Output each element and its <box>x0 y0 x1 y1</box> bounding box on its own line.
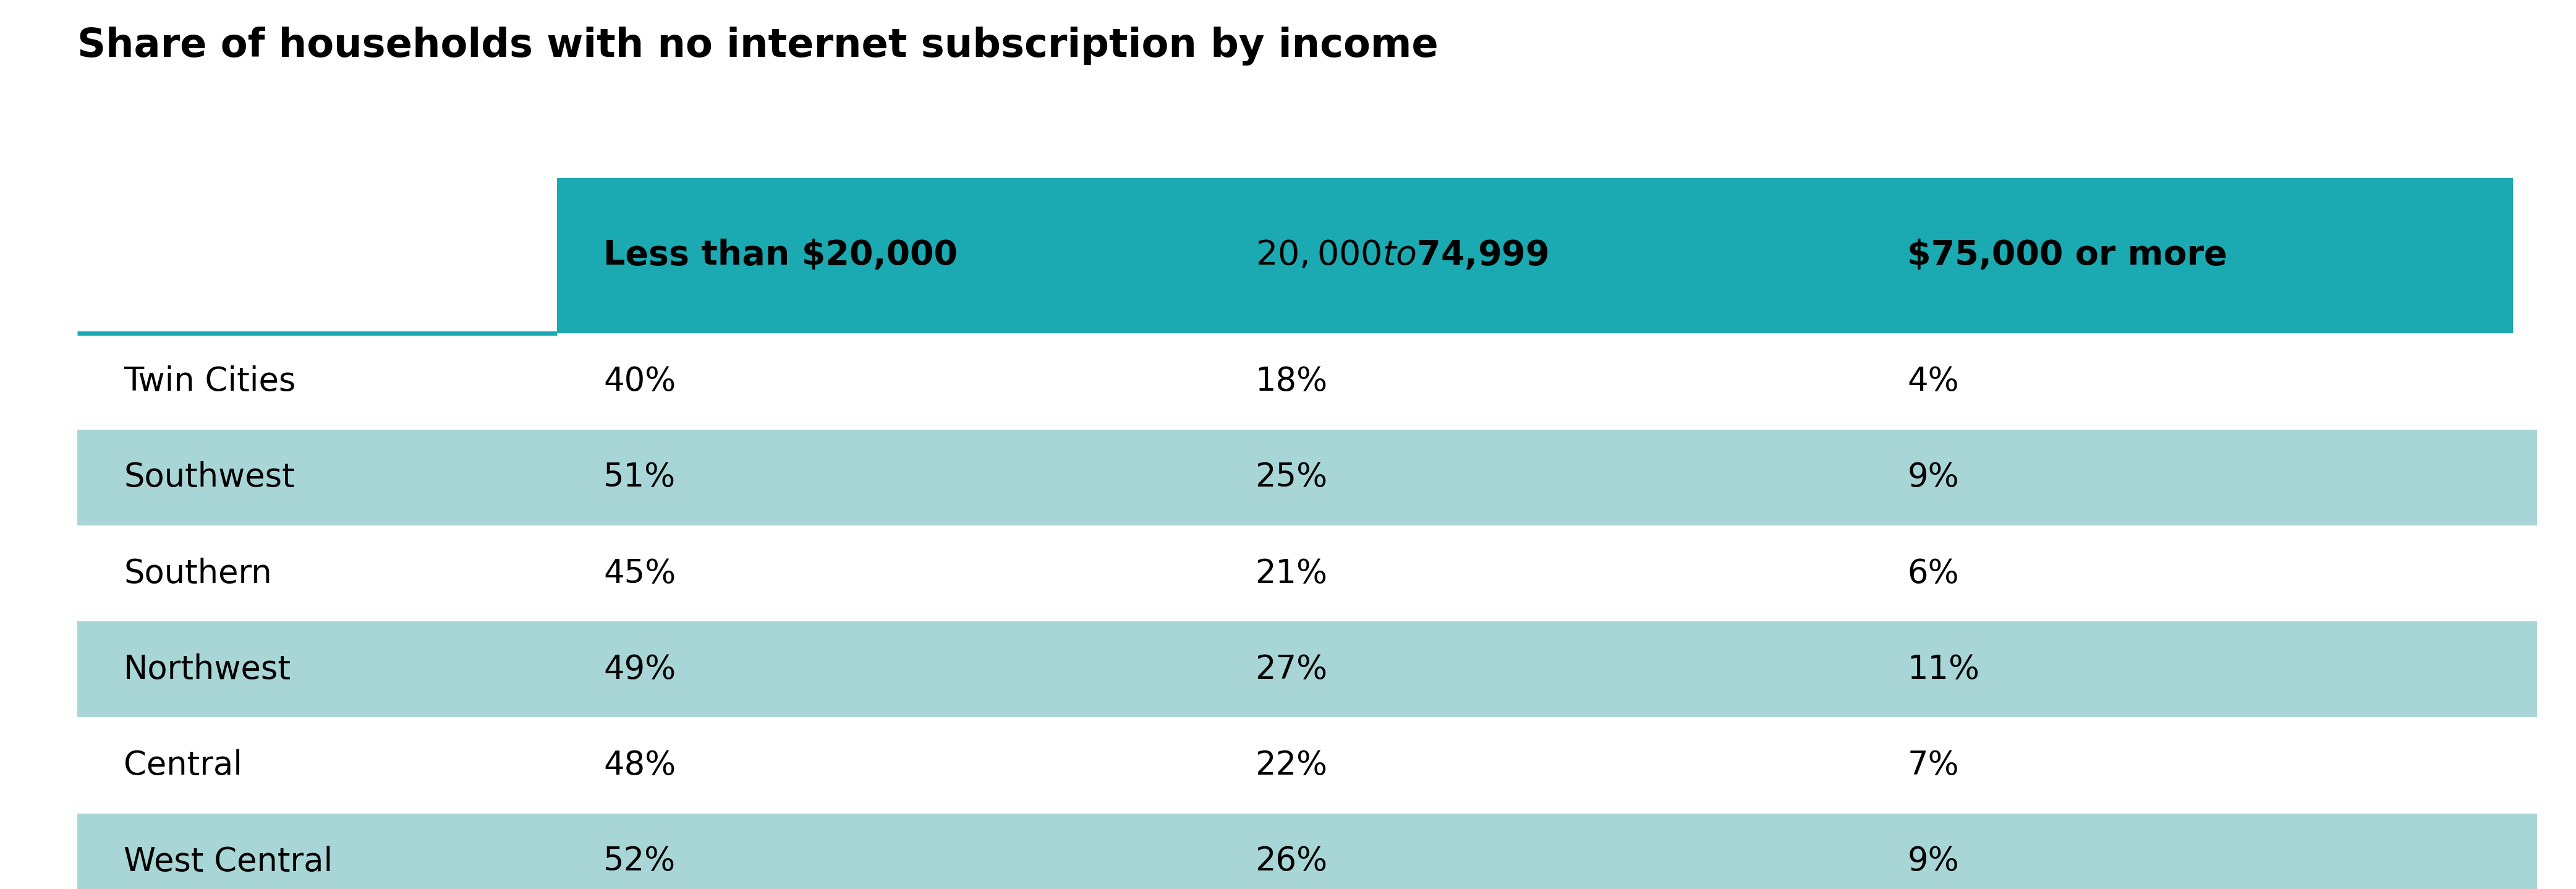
Bar <box>77 429 2537 525</box>
Text: 27%: 27% <box>1255 653 1327 685</box>
Text: 4%: 4% <box>1906 365 1958 397</box>
Bar <box>77 621 2537 717</box>
Text: 7%: 7% <box>1906 749 1958 781</box>
Text: 40%: 40% <box>603 365 675 397</box>
Text: $75,000 or more: $75,000 or more <box>1906 239 2228 272</box>
Text: 25%: 25% <box>1255 461 1327 493</box>
Text: 6%: 6% <box>1906 557 1958 589</box>
Text: Less than $20,000: Less than $20,000 <box>603 239 958 272</box>
Text: Twin Cities: Twin Cities <box>124 365 296 397</box>
Text: 49%: 49% <box>603 653 675 685</box>
Text: 48%: 48% <box>603 749 675 781</box>
Text: $20,000 to $74,999: $20,000 to $74,999 <box>1255 239 1548 272</box>
Text: 21%: 21% <box>1255 557 1327 589</box>
Text: Northwest: Northwest <box>124 653 291 685</box>
Text: 51%: 51% <box>603 461 675 493</box>
Bar <box>77 813 2537 889</box>
Bar <box>1860 178 2512 333</box>
Text: 45%: 45% <box>603 557 675 589</box>
Text: West Central: West Central <box>124 845 332 877</box>
Bar <box>1208 178 1860 333</box>
Text: Central: Central <box>124 749 242 781</box>
Text: Share of households with no internet subscription by income: Share of households with no internet sub… <box>77 27 1437 66</box>
Text: 52%: 52% <box>603 845 675 877</box>
Text: 26%: 26% <box>1255 845 1327 877</box>
Text: Southern: Southern <box>124 557 273 589</box>
Text: 9%: 9% <box>1906 845 1958 877</box>
Bar <box>556 178 1208 333</box>
Text: 9%: 9% <box>1906 461 1958 493</box>
Text: Southwest: Southwest <box>124 461 294 493</box>
Text: 11%: 11% <box>1906 653 1978 685</box>
Text: 18%: 18% <box>1255 365 1327 397</box>
Text: 22%: 22% <box>1255 749 1327 781</box>
